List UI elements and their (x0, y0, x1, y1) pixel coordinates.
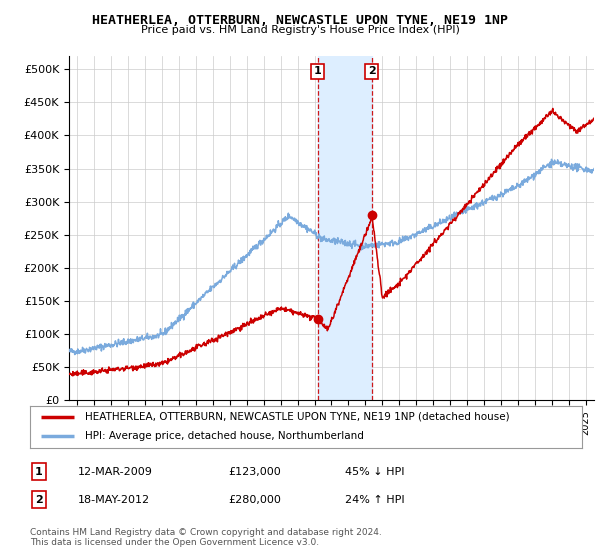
Text: HEATHERLEA, OTTERBURN, NEWCASTLE UPON TYNE, NE19 1NP: HEATHERLEA, OTTERBURN, NEWCASTLE UPON TY… (92, 14, 508, 27)
Text: £280,000: £280,000 (228, 494, 281, 505)
Text: Contains HM Land Registry data © Crown copyright and database right 2024.
This d: Contains HM Land Registry data © Crown c… (30, 528, 382, 547)
Text: 1: 1 (35, 466, 43, 477)
Text: Price paid vs. HM Land Registry's House Price Index (HPI): Price paid vs. HM Land Registry's House … (140, 25, 460, 35)
Text: 18-MAY-2012: 18-MAY-2012 (78, 494, 150, 505)
Text: 1: 1 (314, 67, 322, 77)
Text: 2: 2 (368, 67, 376, 77)
Text: 2: 2 (35, 494, 43, 505)
Text: HPI: Average price, detached house, Northumberland: HPI: Average price, detached house, Nort… (85, 431, 364, 441)
Text: 24% ↑ HPI: 24% ↑ HPI (345, 494, 404, 505)
Text: 12-MAR-2009: 12-MAR-2009 (78, 466, 153, 477)
Bar (318, 56, 372, 400)
Text: 45% ↓ HPI: 45% ↓ HPI (345, 466, 404, 477)
Text: HEATHERLEA, OTTERBURN, NEWCASTLE UPON TYNE, NE19 1NP (detached house): HEATHERLEA, OTTERBURN, NEWCASTLE UPON TY… (85, 412, 510, 422)
Text: £123,000: £123,000 (228, 466, 281, 477)
